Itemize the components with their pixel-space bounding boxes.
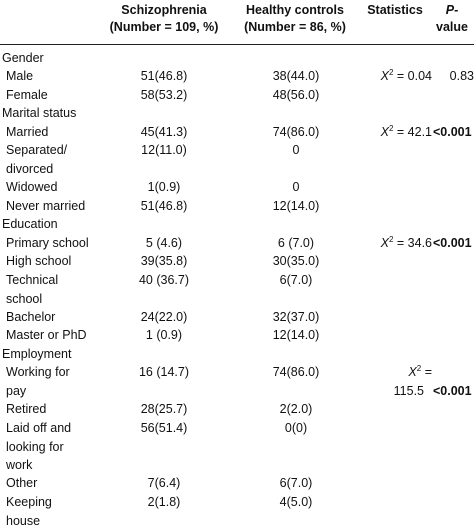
header-p-line1: P- <box>445 3 459 17</box>
healthy-controls-value: 0(0) <box>284 421 308 435</box>
row-label: Never married <box>6 199 86 213</box>
schizophrenia-value: 58(53.2) <box>140 88 188 102</box>
statistic-value: X2 = <box>408 364 432 380</box>
header-group2-line1: Healthy controls <box>246 3 344 17</box>
row-label: Bachelor <box>6 310 56 324</box>
healthy-controls-value: 32(37.0) <box>272 310 320 324</box>
header-group1: Schizophrenia (Number = 109, %) <box>96 2 232 36</box>
schizophrenia-value: 7(6.4) <box>147 476 181 490</box>
healthy-controls-value: 38(44.0) <box>272 69 320 83</box>
row-label: Primary school <box>6 236 89 250</box>
schizophrenia-value: 5 (4.6) <box>145 236 183 250</box>
row-label: pay <box>6 383 27 398</box>
header-group1-line1: Schizophrenia <box>121 3 207 17</box>
header-stats-label: Statistics <box>367 3 423 17</box>
healthy-controls-value: 6(7.0) <box>279 476 313 490</box>
row-label: Male <box>6 69 34 83</box>
healthy-controls-value: 48(56.0) <box>272 88 320 102</box>
p-value: <0.001 <box>433 125 472 139</box>
row-label: High school <box>6 254 72 268</box>
statistic-value: X2 = 34.6 <box>380 235 432 251</box>
header-p: P- value <box>430 2 474 36</box>
row-label: looking for <box>6 439 64 454</box>
header-p-line2: value <box>436 20 468 34</box>
header-group2-line2: (Number = 86, %) <box>244 20 346 34</box>
row-label: divorced <box>6 161 54 176</box>
row-label: Marital status <box>2 106 77 120</box>
healthy-controls-value: 2(2.0) <box>279 402 313 416</box>
healthy-controls-value: 12(14.0) <box>272 328 320 342</box>
row-label: Female <box>6 88 48 102</box>
healthy-controls-value: 6(7.0) <box>279 273 313 287</box>
schizophrenia-value: 1 (0.9) <box>145 328 183 342</box>
row-label: Education <box>2 217 58 231</box>
row-label: Separated/ <box>6 143 68 157</box>
healthy-controls-value: 30(35.0) <box>272 254 320 268</box>
schizophrenia-value: 1(0.9) <box>147 180 181 194</box>
healthy-controls-value: 12(14.0) <box>272 199 320 213</box>
healthy-controls-value: 0 <box>292 143 300 157</box>
schizophrenia-value: 12(11.0) <box>141 143 187 157</box>
statistic-value: X2 = 0.04 <box>380 68 432 84</box>
healthy-controls-value: 6 (7.0) <box>277 236 315 250</box>
row-label: Married <box>6 125 49 139</box>
p-value: 0.83 <box>449 69 474 83</box>
header-group2: Healthy controls (Number = 86, %) <box>228 2 362 36</box>
schizophrenia-value: 51(46.8) <box>140 69 188 83</box>
header-group1-line2: (Number = 109, %) <box>109 20 219 34</box>
row-label: Employment <box>2 347 72 361</box>
schizophrenia-value: 56(51.4) <box>140 421 188 435</box>
row-label: Other <box>6 476 38 490</box>
row-label: Gender <box>2 51 44 65</box>
schizophrenia-value: 39(35.8) <box>140 254 188 268</box>
healthy-controls-value: 4(5.0) <box>279 495 313 509</box>
row-label: Technical <box>6 273 59 287</box>
row-label: work <box>6 458 33 472</box>
row-label: Retired <box>6 402 47 416</box>
row-label: Working for <box>6 365 70 379</box>
row-label: school <box>6 291 43 306</box>
row-label: Laid off and <box>6 421 72 435</box>
schizophrenia-value: 40 (36.7) <box>138 273 190 287</box>
statistic-value: X2 = 42.1 <box>380 124 432 140</box>
schizophrenia-value: 16 (14.7) <box>138 365 190 379</box>
schizophrenia-value: 51(46.8) <box>140 199 188 213</box>
healthy-controls-value: 0 <box>292 180 300 194</box>
row-label: Master or PhD <box>6 328 87 342</box>
header-rule <box>0 44 474 45</box>
healthy-controls-value: 74(86.0) <box>272 125 320 139</box>
schizophrenia-value: 45(41.3) <box>140 125 188 139</box>
row-label: house <box>6 513 41 528</box>
statistic-value-line2: 115.5 <box>393 383 424 398</box>
schizophrenia-value: 28(25.7) <box>140 402 188 416</box>
p-value: <0.001 <box>433 384 472 398</box>
schizophrenia-value: 2(1.8) <box>147 495 181 509</box>
p-value: <0.001 <box>433 236 472 250</box>
healthy-controls-value: 74(86.0) <box>272 365 320 379</box>
header-stats: Statistics <box>362 2 428 19</box>
row-label: Keeping <box>6 495 52 509</box>
schizophrenia-value: 24(22.0) <box>140 310 188 324</box>
row-label: Widowed <box>6 180 58 194</box>
